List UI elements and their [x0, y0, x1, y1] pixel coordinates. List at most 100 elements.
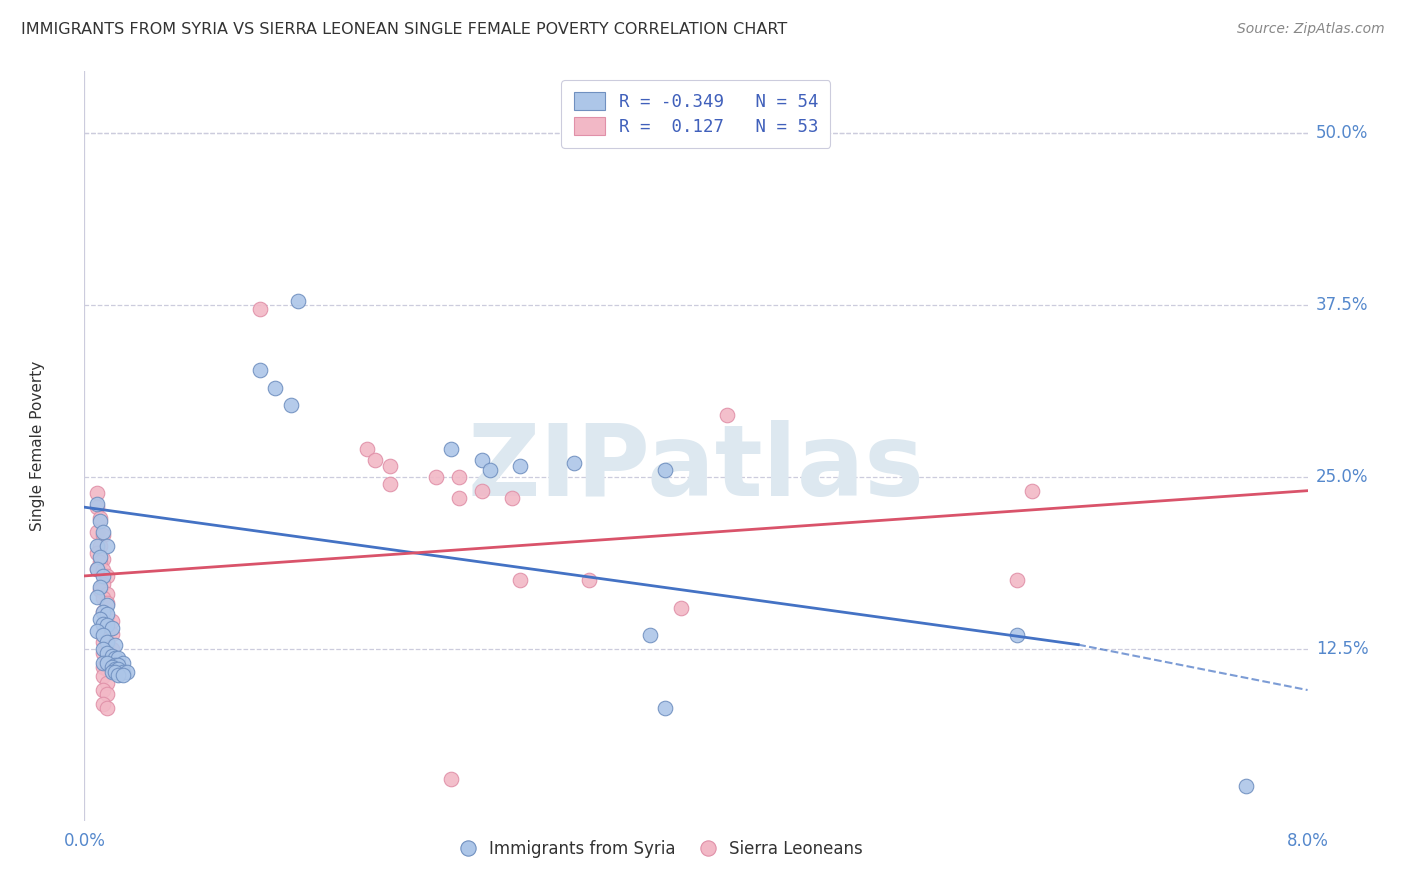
Point	[447, 470, 470, 484]
Point	[101, 615, 124, 629]
Point	[111, 656, 134, 670]
Point	[96, 607, 118, 622]
Text: 50.0%: 50.0%	[1316, 124, 1368, 142]
Point	[96, 646, 118, 660]
Text: 37.5%: 37.5%	[1316, 296, 1368, 314]
Point	[91, 577, 114, 591]
Point	[91, 605, 114, 619]
Point	[91, 683, 114, 698]
Point	[96, 687, 118, 701]
Point	[91, 527, 114, 541]
Point	[280, 399, 302, 413]
Point	[101, 626, 124, 640]
Point	[471, 453, 494, 467]
Point	[654, 701, 676, 715]
Point	[101, 641, 124, 656]
Point	[91, 669, 114, 683]
Point	[96, 662, 118, 676]
Point	[91, 628, 114, 642]
Point	[96, 598, 118, 612]
Point	[578, 573, 600, 587]
Point	[440, 772, 463, 787]
Point	[115, 665, 138, 680]
Point	[91, 641, 114, 656]
Point	[101, 621, 124, 635]
Point	[91, 524, 114, 539]
Point	[425, 470, 447, 484]
Point	[380, 476, 402, 491]
Legend: Immigrants from Syria, Sierra Leoneans: Immigrants from Syria, Sierra Leoneans	[449, 833, 869, 864]
Point	[447, 491, 470, 505]
Point	[96, 624, 118, 638]
Point	[107, 662, 129, 676]
Point	[104, 638, 127, 652]
Point	[96, 618, 118, 632]
Point	[86, 545, 108, 559]
Point	[96, 656, 118, 670]
Point	[101, 648, 124, 663]
Point	[111, 665, 134, 680]
Point	[86, 590, 108, 604]
Point	[89, 549, 111, 564]
Point	[89, 555, 111, 569]
Point	[86, 486, 108, 500]
Text: 12.5%: 12.5%	[1316, 640, 1368, 657]
Point	[101, 659, 124, 673]
Point	[96, 701, 118, 715]
Point	[96, 610, 118, 624]
Point	[669, 600, 692, 615]
Point	[471, 483, 494, 498]
Point	[91, 552, 114, 566]
Point	[107, 658, 129, 673]
Point	[264, 380, 287, 394]
Point	[96, 676, 118, 690]
Text: IMMIGRANTS FROM SYRIA VS SIERRA LEONEAN SINGLE FEMALE POVERTY CORRELATION CHART: IMMIGRANTS FROM SYRIA VS SIERRA LEONEAN …	[21, 22, 787, 37]
Point	[86, 524, 108, 539]
Point	[91, 635, 114, 649]
Point	[96, 651, 118, 665]
Point	[440, 442, 463, 457]
Point	[562, 456, 585, 470]
Point	[509, 573, 531, 587]
Point	[91, 659, 114, 673]
Point	[654, 463, 676, 477]
Point	[89, 514, 111, 528]
Text: 25.0%: 25.0%	[1316, 468, 1368, 486]
Point	[89, 580, 111, 594]
Text: ZIPatlas: ZIPatlas	[468, 420, 924, 517]
Point	[91, 605, 114, 619]
Point	[86, 500, 108, 515]
Point	[91, 697, 114, 711]
Point	[107, 668, 129, 682]
Point	[91, 617, 114, 632]
Point	[104, 665, 127, 680]
Point	[96, 596, 118, 610]
Point	[86, 539, 108, 553]
Point	[96, 569, 118, 583]
Text: Source: ZipAtlas.com: Source: ZipAtlas.com	[1237, 22, 1385, 37]
Point	[96, 635, 118, 649]
Point	[89, 511, 111, 525]
Text: Single Female Poverty: Single Female Poverty	[31, 361, 45, 531]
Text: 8.0%: 8.0%	[1286, 831, 1329, 850]
Point	[91, 591, 114, 605]
Point	[96, 638, 118, 652]
Point	[502, 491, 524, 505]
Point	[364, 453, 387, 467]
Point	[89, 582, 111, 597]
Point	[380, 458, 402, 473]
Point	[1005, 628, 1028, 642]
Point	[86, 562, 108, 576]
Point	[509, 458, 531, 473]
Point	[86, 498, 108, 512]
Point	[1021, 483, 1043, 498]
Point	[104, 658, 127, 673]
Point	[287, 293, 309, 308]
Point	[86, 562, 108, 576]
Point	[638, 628, 661, 642]
Point	[1005, 573, 1028, 587]
Point	[1236, 779, 1258, 793]
Point	[86, 624, 108, 638]
Text: 0.0%: 0.0%	[63, 831, 105, 850]
Point	[91, 656, 114, 670]
